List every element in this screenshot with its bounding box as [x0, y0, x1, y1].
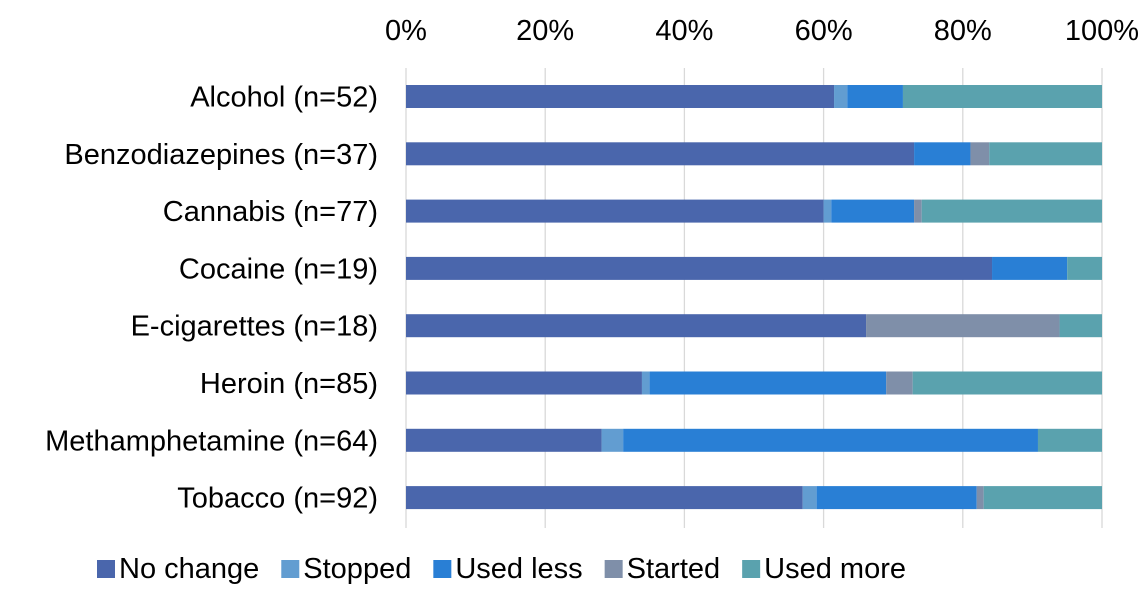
bar-segment-used-more — [1059, 314, 1102, 338]
legend-swatch — [281, 560, 300, 578]
bar-segment-stopped — [802, 486, 817, 510]
bar-segment-no-change — [406, 314, 867, 338]
bar-segment-started — [914, 199, 922, 223]
bar-segment-used-less — [649, 371, 887, 395]
category-label: Cocaine (n=19) — [179, 253, 378, 285]
legend-swatch — [97, 560, 115, 578]
bar-segment-stopped — [641, 371, 650, 395]
category-label: Heroin (n=85) — [200, 368, 378, 400]
bar-segment-no-change — [406, 428, 602, 452]
legend-label: Used more — [764, 553, 906, 585]
legend-label: No change — [119, 553, 259, 585]
category-label: Alcohol (n=52) — [190, 82, 378, 114]
legend-swatch — [604, 560, 623, 578]
bar-segment-no-change — [406, 142, 915, 166]
legend-label: Used less — [455, 553, 582, 585]
legend: No change Stopped Used less Started Used mor… — [97, 553, 906, 585]
x-axis-tick-labels: 0% 20% 40% 60% 80% 100% — [385, 15, 1139, 47]
x-tick-label: 20% — [516, 15, 574, 47]
x-tick-label: 100% — [1065, 15, 1139, 47]
category-label: Benzodiazepines (n=37) — [64, 139, 378, 171]
category-label: Methamphetamine (n=64) — [45, 425, 378, 457]
legend-swatch — [433, 560, 452, 578]
x-tick-label: 60% — [795, 15, 853, 47]
legend-label: Stopped — [303, 553, 411, 585]
bar-segment-used-less — [623, 428, 1038, 452]
bar-segment-no-change — [406, 371, 642, 395]
bar-segment-used-more — [1067, 256, 1102, 280]
bar-segment-used-less — [992, 256, 1068, 280]
bar-segment-no-change — [406, 256, 993, 280]
bar-segment-used-more — [921, 199, 1102, 223]
bar-segment-no-change — [406, 85, 835, 108]
bar-segment-started — [866, 314, 1060, 338]
x-tick-label: 40% — [655, 15, 713, 47]
legend-label: Started — [627, 553, 721, 585]
bar-segment-stopped — [601, 428, 624, 452]
bar-segment-used-less — [816, 486, 977, 510]
x-tick-label: 80% — [934, 15, 992, 47]
bar-segment-used-more — [983, 486, 1102, 510]
bar-segment-used-more — [912, 371, 1102, 395]
category-label: Cannabis (n=77) — [163, 196, 378, 228]
bar-segment-no-change — [406, 199, 824, 223]
legend-swatch — [742, 560, 761, 578]
bar-segment-used-less — [831, 199, 915, 223]
bar-segment-started — [970, 142, 990, 166]
bar-segment-used-more — [902, 85, 1102, 108]
gridlines — [405, 68, 1103, 528]
category-labels: Alcohol (n=52) Benzodiazepines (n=37) Cann… — [45, 82, 378, 515]
bar-segment-started — [886, 371, 913, 395]
bars — [406, 85, 1102, 510]
category-label: E-cigarettes (n=18) — [131, 311, 378, 343]
bar-segment-no-change — [406, 486, 803, 510]
bar-segment-started — [976, 486, 984, 510]
x-tick-label: 0% — [385, 15, 427, 47]
bar-segment-used-less — [914, 142, 971, 166]
category-label: Tobacco (n=92) — [177, 483, 378, 515]
bar-segment-used-more — [1037, 428, 1102, 452]
bar-segment-used-less — [847, 85, 903, 108]
bar-segment-stopped — [834, 85, 848, 108]
bar-segment-stopped — [823, 199, 832, 223]
bar-segment-used-more — [989, 142, 1102, 166]
